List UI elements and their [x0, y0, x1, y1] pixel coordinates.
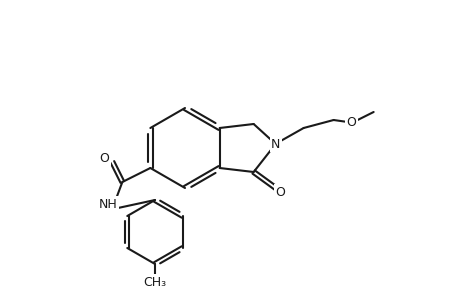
Text: NH: NH: [99, 197, 118, 211]
Text: N: N: [270, 137, 280, 151]
Text: O: O: [346, 116, 356, 128]
Text: O: O: [275, 185, 285, 199]
Text: CH₃: CH₃: [143, 275, 166, 289]
Text: O: O: [99, 152, 109, 164]
